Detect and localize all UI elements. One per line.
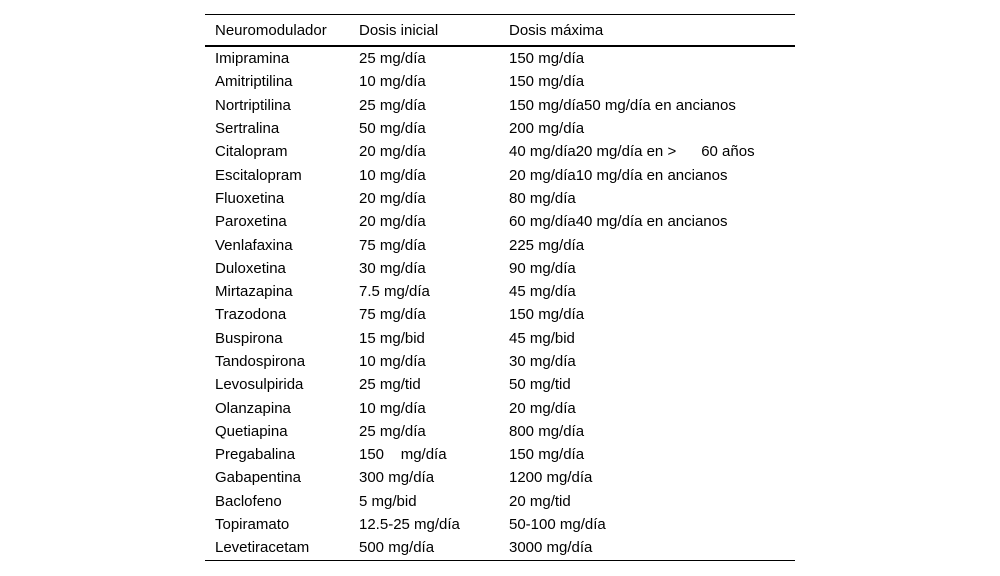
table-row: Gabapentina 300 mg/día 1200 mg/día (205, 466, 795, 489)
cell-dosis-maxima: 20 mg/día (509, 399, 576, 417)
cell-dosis-inicial: 12.5-25 mg/día (359, 516, 460, 534)
cell-neuromodulador: Topiramato (215, 516, 290, 534)
cell-dosis-maxima: 45 mg/día (509, 283, 576, 301)
cell-dosis-maxima: 150 mg/día (509, 446, 585, 464)
table-row: Olanzapina 10 mg/día 20 mg/día (205, 396, 795, 419)
cell-dosis-inicial: 10 mg/día (359, 166, 426, 184)
table-row: Tandospirona 10 mg/día 30 mg/día (205, 350, 795, 373)
cell-neuromodulador: Quetiapina (215, 422, 288, 440)
table-row: Baclofeno 5 mg/bid 20 mg/tid (205, 490, 795, 513)
table-body: Imipramina 25 mg/día 150 mg/día Amitriptili… (205, 46, 795, 560)
cell-dosis-inicial: 25 mg/día (359, 50, 426, 68)
cell-dosis-maxima: 3000 mg/día (509, 539, 593, 557)
table-header-row: Neuromodulador Dosis inicial Dosis máxim… (205, 14, 795, 47)
cell-neuromodulador: Buspirona (215, 329, 283, 347)
cell-dosis-inicial: 7.5 mg/día (359, 283, 430, 301)
cell-neuromodulador: Paroxetina (215, 213, 287, 231)
table-row: Levosulpirida 25 mg/tid 50 mg/tid (205, 373, 795, 396)
table-row: Nortriptilina 25 mg/día 150 mg/día50 mg/dí… (205, 94, 795, 117)
cell-dosis-maxima: 150 mg/día50 mg/día en ancianos (509, 96, 736, 114)
cell-neuromodulador: Citalopram (215, 143, 288, 161)
cell-dosis-inicial: 20 mg/día (359, 213, 426, 231)
table-row: Citalopram 20 mg/día 40 mg/día20 mg/día en… (205, 140, 795, 163)
table-row: Topiramato 12.5-25 mg/día 50-100 mg/día (205, 513, 795, 536)
cell-dosis-inicial: 50 mg/día (359, 120, 426, 138)
cell-dosis-inicial: 15 mg/bid (359, 329, 425, 347)
cell-neuromodulador: Amitriptilina (215, 73, 293, 91)
cell-dosis-inicial: 150 mg/día (359, 446, 447, 464)
cell-neuromodulador: Escitalopram (215, 166, 302, 184)
column-header-dosis-inicial: Dosis inicial (359, 14, 509, 47)
cell-neuromodulador: Duloxetina (215, 259, 286, 277)
cell-dosis-inicial: 25 mg/día (359, 96, 426, 114)
cell-dosis-inicial: 10 mg/día (359, 399, 426, 417)
cell-neuromodulador: Levosulpirida (215, 376, 304, 394)
cell-dosis-maxima: 20 mg/tid (509, 492, 571, 510)
cell-neuromodulador: Mirtazapina (215, 283, 293, 301)
cell-dosis-maxima: 40 mg/día20 mg/día en > 60 años (509, 143, 755, 161)
cell-dosis-inicial: 75 mg/día (359, 306, 426, 324)
column-header-dosis-maxima: Dosis máxima (509, 14, 795, 47)
cell-neuromodulador: Venlafaxina (215, 236, 293, 254)
cell-neuromodulador: Nortriptilina (215, 96, 291, 114)
cell-neuromodulador: Imipramina (215, 50, 290, 68)
cell-dosis-maxima: 50-100 mg/día (509, 516, 606, 534)
cell-dosis-maxima: 30 mg/día (509, 353, 576, 370)
table-row: Trazodona 75 mg/día 150 mg/día (205, 303, 795, 326)
cell-dosis-inicial: 75 mg/día (359, 236, 426, 254)
cell-dosis-inicial: 25 mg/día (359, 422, 426, 440)
cell-neuromodulador: Baclofeno (215, 492, 282, 510)
cell-neuromodulador: Fluoxetina (215, 189, 285, 207)
cell-neuromodulador: Levetiracetam (215, 539, 310, 557)
cell-neuromodulador: Trazodona (215, 306, 287, 324)
table-row: Sertralina 50 mg/día 200 mg/día (205, 117, 795, 140)
table-row: Amitriptilina 10 mg/día 150 mg/día (205, 70, 795, 93)
cell-dosis-maxima: 90 mg/día (509, 259, 576, 277)
table-row: Mirtazapina 7.5 mg/día 45 mg/día (205, 280, 795, 303)
cell-dosis-maxima: 1200 mg/día (509, 469, 593, 487)
table-row: Fluoxetina 20 mg/día 80 mg/día (205, 187, 795, 210)
cell-dosis-maxima: 80 mg/día (509, 189, 576, 207)
cell-neuromodulador: Gabapentina (215, 469, 301, 487)
cell-dosis-maxima: 800 mg/día (509, 422, 585, 440)
cell-neuromodulador: Sertralina (215, 120, 280, 138)
cell-neuromodulador: Pregabalina (215, 446, 296, 464)
cell-dosis-inicial: 10 mg/día (359, 353, 426, 370)
table-row: Venlafaxina 75 mg/día 225 mg/día (205, 233, 795, 256)
cell-dosis-maxima: 60 mg/día40 mg/día en ancianos (509, 213, 728, 231)
column-header-neuromodulador: Neuromodulador (205, 14, 359, 47)
cell-dosis-inicial: 30 mg/día (359, 259, 426, 277)
cell-dosis-maxima: 50 mg/tid (509, 376, 571, 394)
neuromodulator-dose-table-wrap: Neuromodulador Dosis inicial Dosis máxim… (205, 14, 795, 561)
cell-dosis-inicial: 20 mg/día (359, 189, 426, 207)
cell-dosis-maxima: 20 mg/día10 mg/día en ancianos (509, 166, 728, 184)
table-row: Escitalopram 10 mg/día 20 mg/día10 mg/día … (205, 163, 795, 186)
table-row: Levetiracetam 500 mg/día 3000 mg/día (205, 536, 795, 560)
cell-dosis-inicial: 25 mg/tid (359, 376, 421, 394)
cell-dosis-maxima: 150 mg/día (509, 50, 585, 68)
cell-dosis-maxima: 200 mg/día (509, 120, 585, 138)
table-row: Pregabalina 150 mg/día 150 mg/día (205, 443, 795, 466)
cell-neuromodulador: Tandospirona (215, 353, 306, 370)
cell-dosis-inicial: 500 mg/día (359, 539, 435, 557)
neuromodulator-dose-table: Neuromodulador Dosis inicial Dosis máxim… (205, 14, 795, 561)
cell-dosis-inicial: 10 mg/día (359, 73, 426, 91)
cell-dosis-maxima: 225 mg/día (509, 236, 585, 254)
table-row: Buspirona 15 mg/bid 45 mg/bid (205, 327, 795, 350)
table-row: Duloxetina 30 mg/día 90 mg/día (205, 257, 795, 280)
table-row: Quetiapina 25 mg/día 800 mg/día (205, 420, 795, 443)
cell-dosis-maxima: 45 mg/bid (509, 329, 575, 347)
table-row: Paroxetina 20 mg/día 60 mg/día40 mg/día en… (205, 210, 795, 233)
cell-dosis-inicial: 20 mg/día (359, 143, 426, 161)
cell-dosis-inicial: 5 mg/bid (359, 492, 417, 510)
cell-neuromodulador: Olanzapina (215, 399, 291, 417)
table-row: Imipramina 25 mg/día 150 mg/día (205, 46, 795, 70)
cell-dosis-inicial: 300 mg/día (359, 469, 435, 487)
cell-dosis-maxima: 150 mg/día (509, 306, 585, 324)
cell-dosis-maxima: 150 mg/día (509, 73, 585, 91)
table-header: Neuromodulador Dosis inicial Dosis máxim… (205, 14, 795, 47)
